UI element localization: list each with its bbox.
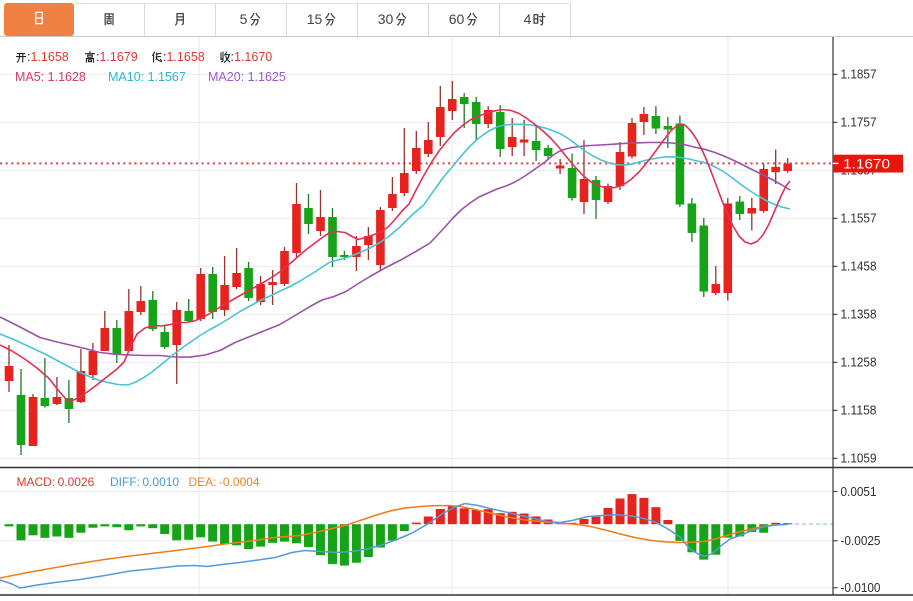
svg-text:1.1458: 1.1458 [841,260,877,274]
svg-text:0.0051: 0.0051 [841,485,877,499]
svg-text:1.1857: 1.1857 [841,68,877,82]
svg-text:1.1258: 1.1258 [841,356,877,370]
svg-text:1.1557: 1.1557 [841,212,877,226]
svg-text:-0.0100: -0.0100 [841,581,881,595]
svg-text:1.1059: 1.1059 [841,452,877,466]
svg-text:1.1757: 1.1757 [841,116,877,130]
svg-text:1.1158: 1.1158 [841,404,877,418]
svg-text:-0.0025: -0.0025 [841,534,881,548]
svg-text:1.1670: 1.1670 [843,156,890,172]
svg-text:1.1358: 1.1358 [841,308,877,322]
